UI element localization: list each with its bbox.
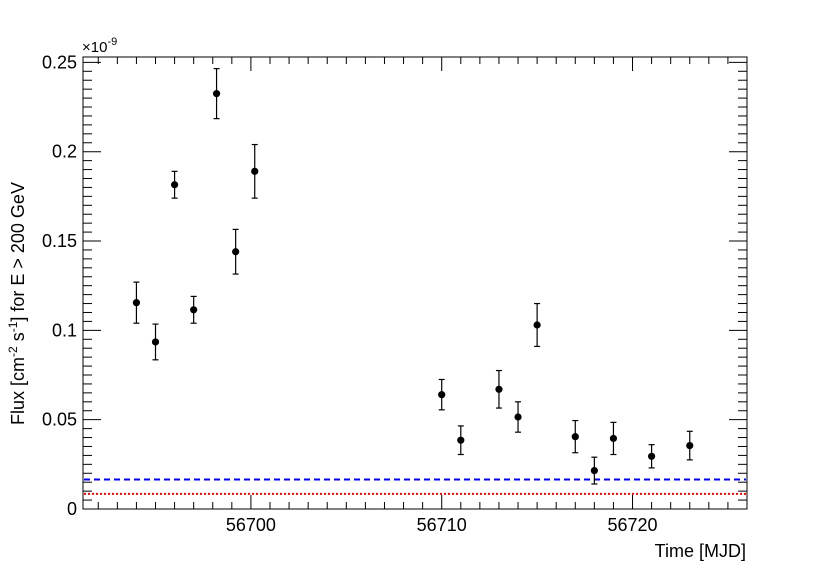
reference-lines bbox=[84, 478, 746, 495]
data-point bbox=[438, 378, 446, 411]
data-point bbox=[212, 68, 221, 120]
data-points bbox=[132, 68, 694, 485]
point-marker bbox=[514, 413, 522, 421]
y-tick-label: 0 bbox=[67, 499, 77, 519]
x-tick-label: 56710 bbox=[417, 515, 467, 535]
data-point bbox=[190, 295, 198, 324]
point-marker bbox=[132, 299, 141, 307]
data-point bbox=[457, 425, 465, 456]
point-marker bbox=[212, 90, 221, 98]
point-marker bbox=[609, 434, 618, 443]
x-tick-label: 56720 bbox=[607, 515, 657, 535]
y-tick-label: 0.05 bbox=[42, 410, 77, 430]
y-multiplier-label: ×10-9 bbox=[82, 36, 117, 56]
data-point bbox=[533, 302, 541, 348]
point-marker bbox=[251, 167, 259, 175]
data-point bbox=[170, 170, 179, 199]
point-marker bbox=[647, 452, 656, 460]
point-marker bbox=[232, 248, 240, 256]
point-marker bbox=[590, 466, 598, 475]
plot-frame bbox=[82, 56, 748, 510]
x-axis-ticks: 56700 56710 56720 bbox=[97, 57, 748, 535]
point-marker bbox=[170, 181, 179, 189]
y-axis-title: Flux [cm-2 s-1] for E > 200 GeV bbox=[6, 182, 28, 425]
point-marker bbox=[533, 321, 541, 329]
point-marker bbox=[457, 436, 465, 444]
data-point bbox=[647, 444, 656, 469]
point-marker bbox=[495, 385, 503, 393]
point-marker bbox=[190, 306, 198, 314]
y-tick-label: 0.2 bbox=[52, 142, 77, 162]
x-axis-title: Time [MJD] bbox=[655, 541, 746, 561]
data-point bbox=[251, 143, 259, 199]
y-tick-label: 0.1 bbox=[52, 320, 77, 340]
point-marker bbox=[571, 433, 579, 441]
point-marker bbox=[438, 391, 446, 399]
x-tick-label: 56700 bbox=[226, 515, 276, 535]
point-marker bbox=[686, 441, 694, 450]
data-point bbox=[609, 421, 618, 456]
data-point bbox=[686, 430, 694, 461]
data-point bbox=[151, 323, 160, 361]
y-tick-label: 0.25 bbox=[42, 52, 77, 72]
data-point bbox=[232, 228, 240, 275]
data-point bbox=[571, 419, 579, 454]
data-point bbox=[132, 281, 141, 324]
data-point bbox=[514, 401, 522, 433]
y-tick-label: 0.15 bbox=[42, 231, 77, 251]
y-axis-ticks: 0 0.05 0.1 0.15 0.2 0.25 bbox=[42, 52, 747, 519]
point-marker bbox=[151, 338, 160, 346]
data-point bbox=[495, 369, 503, 409]
data-point bbox=[590, 456, 598, 485]
